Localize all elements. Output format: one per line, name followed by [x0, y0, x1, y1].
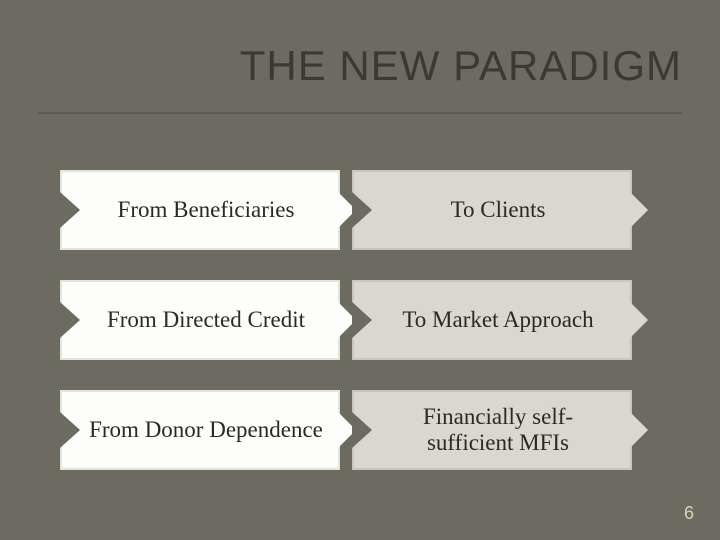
to-box: Financially self-sufficient MFIs [352, 390, 632, 470]
paradigm-row: From Directed Credit To Market Approach [60, 280, 660, 360]
title-divider [38, 112, 682, 114]
paradigm-row: From Beneficiaries To Clients [60, 170, 660, 250]
from-box: From Beneficiaries [60, 170, 340, 250]
page-number: 6 [684, 503, 694, 524]
slide-title: THE NEW PARADIGM [240, 42, 682, 90]
from-box: From Directed Credit [60, 280, 340, 360]
from-box: From Donor Dependence [60, 390, 340, 470]
paradigm-row: From Donor Dependence Financially self-s… [60, 390, 660, 470]
to-box: To Clients [352, 170, 632, 250]
to-box: To Market Approach [352, 280, 632, 360]
paradigm-rows: From Beneficiaries To Clients From Direc… [60, 170, 660, 500]
